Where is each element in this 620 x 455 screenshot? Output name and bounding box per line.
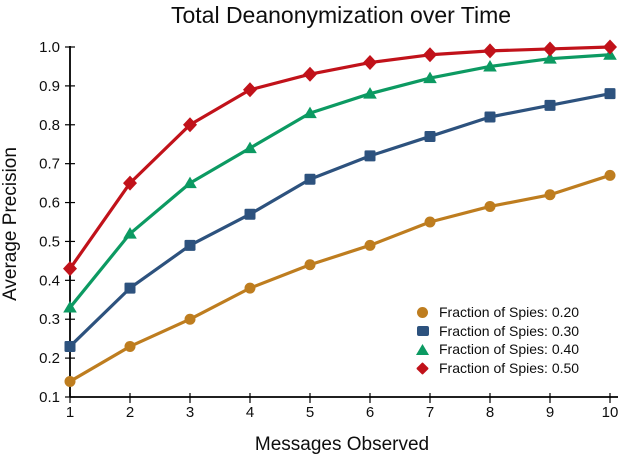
x-tick-label: 8 <box>486 404 494 421</box>
y-axis-label: Average Precision <box>0 147 21 301</box>
x-tick-label: 4 <box>246 404 254 421</box>
data-point-marker <box>604 88 616 100</box>
y-tick-label: 1.0 <box>39 39 60 56</box>
data-point-marker <box>64 375 76 387</box>
data-point-marker <box>423 47 437 63</box>
x-tick-label: 10 <box>602 404 619 421</box>
data-point-marker <box>63 301 77 313</box>
data-point-marker <box>123 227 137 239</box>
data-point-marker <box>183 117 197 133</box>
data-point-marker <box>483 43 497 59</box>
data-point-marker <box>543 41 557 57</box>
legend-item: Fraction of Spies: 0.30 <box>414 322 579 341</box>
data-point-marker <box>124 340 136 352</box>
data-point-marker <box>484 200 496 212</box>
legend: Fraction of Spies: 0.20 Fraction of Spie… <box>414 303 579 377</box>
data-point-marker <box>303 66 317 82</box>
data-point-marker <box>424 216 436 228</box>
x-tick-label: 1 <box>66 404 74 421</box>
y-tick-label: 0.2 <box>39 350 60 367</box>
y-tick-label: 0.4 <box>39 272 60 289</box>
data-point-marker <box>484 111 496 123</box>
series-plot-area <box>63 39 617 387</box>
data-point-marker <box>123 175 137 191</box>
legend-marker-diamond-icon <box>414 361 431 375</box>
x-tick-label: 7 <box>426 404 434 421</box>
series-1 <box>64 88 616 352</box>
y-tick-label: 0.8 <box>39 117 60 134</box>
series-line <box>68 45 612 271</box>
data-point-marker <box>184 239 196 251</box>
x-tick-label: 9 <box>546 404 554 421</box>
data-point-marker <box>603 39 617 55</box>
y-tick-label: 0.7 <box>39 156 60 173</box>
data-point-marker <box>63 261 77 277</box>
data-point-marker <box>184 313 196 325</box>
axes: 0.1 0.2 0.3 0.4 0.5 0.6 0.7 0.8 0.9 1.0 1 2 3 4 5 6 7 8 9 1… <box>39 39 618 421</box>
data-point-marker <box>424 130 436 142</box>
legend-marker-circle-icon <box>414 306 431 318</box>
series-2 <box>63 48 617 313</box>
data-point-marker <box>64 340 76 352</box>
y-tick-label: 0.3 <box>39 311 60 328</box>
data-point-marker <box>124 282 136 294</box>
data-point-marker <box>303 106 317 119</box>
y-tick-label: 0.1 <box>39 389 60 406</box>
data-point-marker <box>244 282 256 294</box>
data-point-marker <box>483 59 497 72</box>
legend-item-label: Fraction of Spies: 0.30 <box>439 322 580 339</box>
data-point-marker <box>543 52 557 64</box>
series-line <box>68 173 612 384</box>
legend-item-label: Fraction of Spies: 0.50 <box>439 360 580 377</box>
legend-item: Fraction of Spies: 0.20 <box>414 303 579 322</box>
data-point-marker <box>604 169 616 181</box>
data-point-marker <box>423 71 437 84</box>
legend-item: Fraction of Spies: 0.40 <box>414 340 579 359</box>
legend-marker-square-icon <box>414 325 431 336</box>
legend-item: Fraction of Spies: 0.50 <box>414 359 579 378</box>
data-point-marker <box>304 259 316 271</box>
data-point-marker <box>243 141 257 154</box>
data-point-marker <box>304 173 316 185</box>
series-line <box>68 53 612 310</box>
x-tick-label: 3 <box>186 404 194 421</box>
series-0 <box>64 169 616 387</box>
y-tick-label: 0.6 <box>39 195 60 212</box>
y-tick-label: 0.5 <box>39 233 60 250</box>
data-point-marker <box>244 208 256 220</box>
series-3 <box>63 39 617 277</box>
chart-title: Total Deanonymization over Time <box>171 2 511 28</box>
x-tick-label: 2 <box>126 404 134 421</box>
x-tick-label: 5 <box>306 404 314 421</box>
data-point-marker <box>544 99 556 111</box>
data-point-marker <box>544 189 556 201</box>
legend-item-label: Fraction of Spies: 0.20 <box>439 304 580 321</box>
data-point-marker <box>364 150 376 162</box>
data-point-marker <box>243 82 257 98</box>
legend-item-label: Fraction of Spies: 0.40 <box>439 341 580 358</box>
x-axis-label: Messages Observed <box>255 434 429 455</box>
data-point-marker <box>363 55 377 71</box>
legend-marker-triangle-icon <box>414 343 431 355</box>
data-point-marker <box>363 87 377 99</box>
data-point-marker <box>364 239 376 251</box>
y-tick-label: 0.9 <box>39 78 60 95</box>
series-line <box>68 92 612 349</box>
data-point-marker <box>183 176 197 189</box>
x-tick-label: 6 <box>366 404 374 421</box>
